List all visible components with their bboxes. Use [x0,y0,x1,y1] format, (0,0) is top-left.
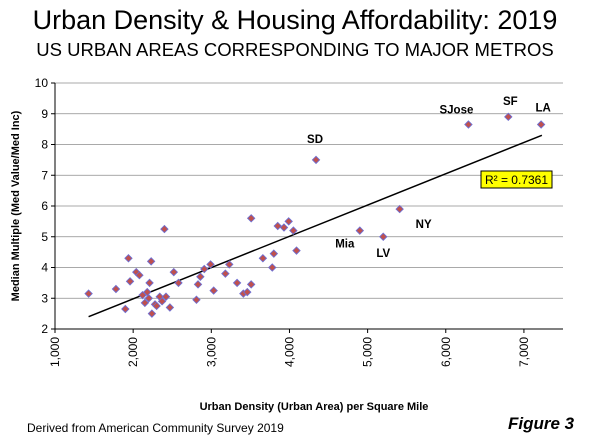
data-point-sjose [464,120,473,129]
data-point [157,297,167,306]
data-point-lv [379,232,388,241]
x-tick-label: 1,000 [48,337,62,367]
y-tick-label: 7 [41,168,48,182]
tick-labels: 2 3 4 5 6 7 8 9 10 1,000 2,000 3,000 4,000 5,000 6,000… [35,76,531,367]
data-point [200,264,209,274]
data-point-la [536,120,546,129]
x-axis-title: Urban Density (Urban Area) per Square Mi… [200,401,429,413]
data-points [84,112,546,318]
data-point [125,277,135,286]
x-tick-label: 5,000 [361,337,375,367]
source-footnote: Derived from American Community Survey 2… [27,421,284,435]
x-tick-label: 3,000 [204,337,218,367]
axes [51,82,563,333]
data-point [124,254,133,263]
data-point [196,272,205,281]
y-tick-label: 2 [41,322,48,336]
data-point [140,298,150,308]
y-tick-label: 10 [35,76,49,90]
data-point [192,295,201,305]
data-point [268,263,277,272]
data-point [246,214,256,223]
y-tick-label: 6 [41,199,48,213]
r-squared-background [480,170,553,189]
y-axis-title: Median Multiple (Med Value/Med Inc) [10,110,22,301]
data-point [121,304,130,314]
figure-number: Figure 3 [508,414,575,433]
data-point [152,301,161,311]
city-label-mia: Mia [335,239,355,251]
data-point [284,217,293,226]
data-point [174,278,183,288]
data-point [279,223,289,232]
city-label-sd: SD [307,134,323,146]
point-labels: SJose SF LA SD NY Mia LV [307,96,551,260]
city-label-sf: SF [503,96,518,108]
grid-lines [55,82,563,299]
data-point [165,303,175,312]
data-point-ny [395,204,404,214]
city-label-la: LA [535,103,550,115]
trendline-layer [88,134,543,318]
data-point [161,292,171,301]
data-point [232,278,242,288]
data-point [193,280,203,289]
data-point [221,269,230,278]
y-tick-label: 5 [41,230,48,244]
city-label-lv: LV [376,248,390,260]
data-point [225,260,234,269]
data-point [160,224,169,234]
data-point [169,267,179,277]
y-tick-label: 9 [41,107,48,121]
data-point [243,287,252,297]
r-squared-label: R² = 0.7361 [485,173,548,187]
data-point [206,260,215,269]
data-point [258,254,268,263]
data-point [147,309,157,318]
data-point [246,280,256,289]
r-squared-box: R² = 0.7361 [480,170,553,189]
trendline [88,134,543,318]
data-point [84,289,93,298]
x-tick-label: 7,000 [517,337,531,367]
city-label-ny: NY [416,219,432,231]
y-tick-label: 4 [41,261,48,275]
data-point [144,294,154,303]
data-point-sf [504,112,513,122]
y-tick-label: 8 [41,138,48,152]
data-point [289,226,298,235]
x-tick-label: 2,000 [126,337,140,367]
data-point [111,284,121,294]
data-point [135,270,144,280]
x-tick-label: 6,000 [439,337,453,367]
x-tick-label: 4,000 [282,337,296,367]
chart-subtitle: US URBAN AREAS CORRESPONDING TO MAJOR ME… [36,39,554,60]
city-label-sjose: SJose [439,105,473,117]
data-point-sd [311,155,321,165]
y-tick-label: 3 [41,291,48,305]
data-point [269,249,279,258]
data-point [209,286,218,295]
data-point [146,257,156,266]
data-point [273,221,282,231]
chart-title: Urban Density & Housing Affordability: 2… [32,5,558,35]
data-point [145,278,154,288]
data-point [292,246,301,255]
data-point-mia [355,226,365,235]
